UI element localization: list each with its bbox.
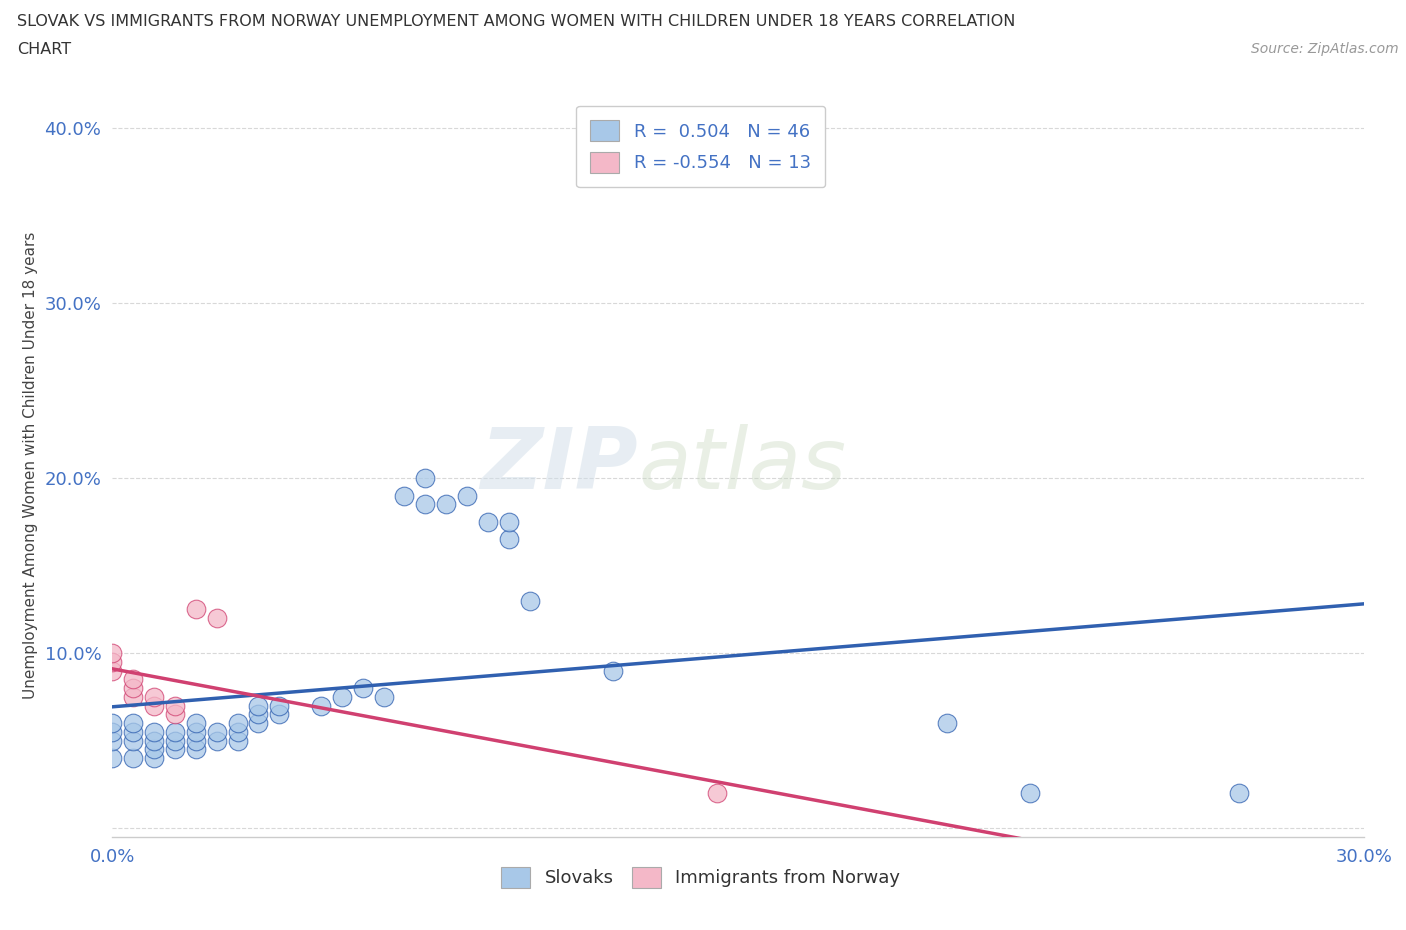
Point <box>434 497 457 512</box>
Point <box>456 488 478 503</box>
Point <box>309 698 332 713</box>
Point <box>101 724 124 739</box>
Point <box>163 742 186 757</box>
Text: SLOVAK VS IMMIGRANTS FROM NORWAY UNEMPLOYMENT AMONG WOMEN WITH CHILDREN UNDER 18: SLOVAK VS IMMIGRANTS FROM NORWAY UNEMPLO… <box>17 14 1015 29</box>
Point <box>184 733 207 748</box>
Text: atlas: atlas <box>638 423 846 507</box>
Point <box>143 724 166 739</box>
Point <box>143 733 166 748</box>
Point <box>477 514 499 529</box>
Point <box>352 681 374 696</box>
Point <box>163 724 186 739</box>
Point <box>122 672 145 687</box>
Point <box>122 716 145 731</box>
Point <box>394 488 416 503</box>
Point <box>706 786 728 801</box>
Point <box>101 655 124 670</box>
Point <box>1019 786 1042 801</box>
Point <box>226 733 249 748</box>
Point <box>122 751 145 765</box>
Point <box>205 733 228 748</box>
Point <box>122 689 145 704</box>
Point <box>519 593 541 608</box>
Point <box>413 471 436 485</box>
Y-axis label: Unemployment Among Women with Children Under 18 years: Unemployment Among Women with Children U… <box>22 232 38 698</box>
Point <box>101 716 124 731</box>
Point <box>122 681 145 696</box>
Text: CHART: CHART <box>17 42 70 57</box>
Point <box>498 532 520 547</box>
Point <box>413 497 436 512</box>
Point <box>143 742 166 757</box>
Text: Source: ZipAtlas.com: Source: ZipAtlas.com <box>1251 42 1399 56</box>
Point <box>143 751 166 765</box>
Text: ZIP: ZIP <box>481 423 638 507</box>
Point <box>122 724 145 739</box>
Point <box>226 724 249 739</box>
Point <box>122 733 145 748</box>
Point <box>373 689 395 704</box>
Point <box>935 716 957 731</box>
Point <box>163 733 186 748</box>
Point <box>498 514 520 529</box>
Point <box>143 698 166 713</box>
Point <box>330 689 353 704</box>
Point <box>143 689 166 704</box>
Point <box>184 724 207 739</box>
Legend: Slovaks, Immigrants from Norway: Slovaks, Immigrants from Norway <box>494 859 907 895</box>
Point <box>269 698 291 713</box>
Point <box>101 733 124 748</box>
Point <box>163 698 186 713</box>
Point <box>226 716 249 731</box>
Point <box>163 707 186 722</box>
Point <box>101 645 124 660</box>
Point <box>205 611 228 626</box>
Point <box>269 707 291 722</box>
Point <box>247 698 270 713</box>
Point <box>101 751 124 765</box>
Point <box>247 716 270 731</box>
Point <box>184 716 207 731</box>
Point <box>184 602 207 617</box>
Point <box>1227 786 1250 801</box>
Point <box>247 707 270 722</box>
Point <box>101 663 124 678</box>
Point <box>602 663 624 678</box>
Point <box>184 742 207 757</box>
Point <box>205 724 228 739</box>
